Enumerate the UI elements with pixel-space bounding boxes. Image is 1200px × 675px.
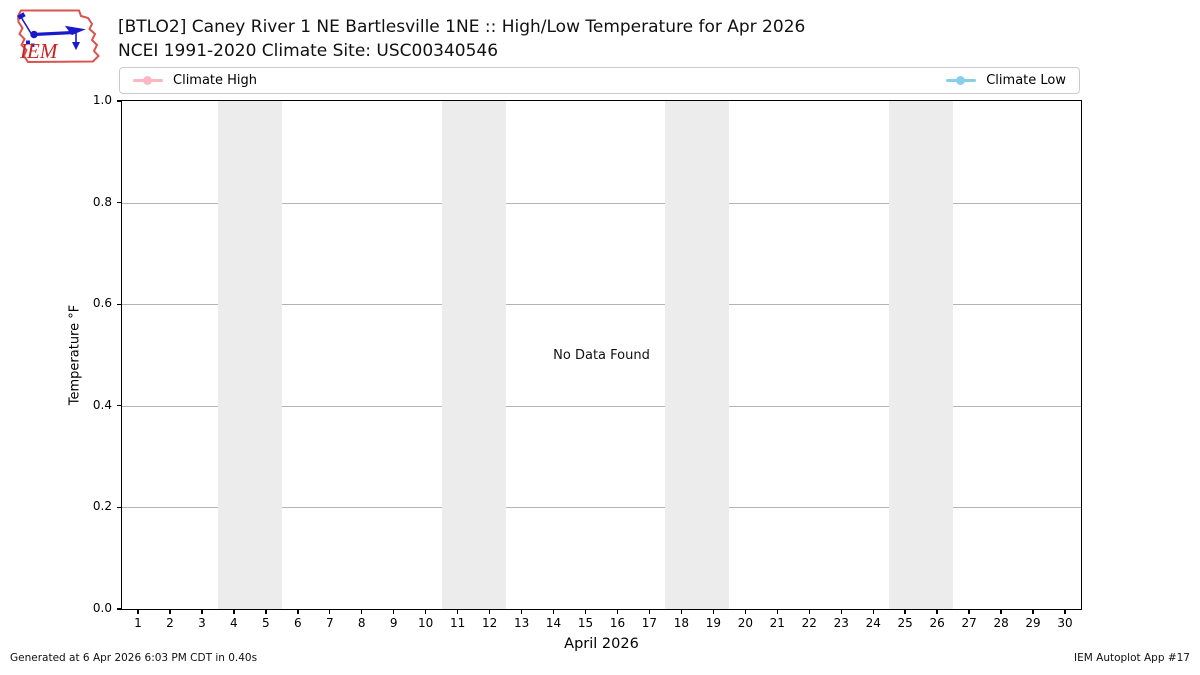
y-tick-label: 0.0 — [92, 601, 112, 615]
x-tick-label: 8 — [357, 616, 366, 630]
x-tick-label: 18 — [673, 616, 690, 630]
no-data-message: No Data Found — [553, 347, 650, 363]
x-tick-mark — [648, 609, 651, 614]
y-tick-mark — [117, 303, 122, 305]
x-tick-mark — [808, 609, 810, 614]
iowa-outline-icon — [16, 9, 100, 64]
x-tick-label: 24 — [865, 616, 881, 630]
x-tick-label: 7 — [325, 616, 334, 630]
legend-entry-climate-low: Climate Low — [946, 73, 1066, 88]
x-tick-mark — [265, 609, 267, 614]
x-tick-mark — [488, 609, 491, 614]
chart-title-block: [BTLO2] Caney River 1 NE Bartlesville 1N… — [118, 15, 805, 63]
legend-label-climate-high: Climate High — [173, 73, 258, 88]
legend-label-climate-low: Climate Low — [986, 73, 1066, 88]
y-tick-mark — [117, 506, 122, 509]
legend: Climate High Climate Low — [119, 67, 1080, 94]
x-tick-mark — [616, 609, 619, 614]
iem-logo: IEM — [16, 9, 100, 64]
y-tick-label: 0.8 — [92, 194, 112, 209]
x-tick-mark — [520, 609, 523, 614]
x-tick-mark — [1064, 609, 1066, 614]
x-tick-mark — [137, 609, 139, 614]
climate-high-marker-icon — [133, 76, 163, 85]
x-tick-mark — [936, 609, 938, 614]
x-tick-mark — [680, 609, 683, 614]
x-tick-mark — [297, 609, 299, 614]
y-gridline — [122, 507, 1081, 509]
x-tick-mark — [904, 609, 906, 614]
x-tick-mark — [872, 609, 874, 614]
x-tick-label: 12 — [481, 616, 498, 630]
y-gridline — [122, 202, 1081, 204]
x-axis-label: April 2026 — [564, 636, 639, 652]
x-tick-label: 29 — [1025, 616, 1041, 630]
y-tick-mark — [117, 608, 122, 610]
x-tick-mark — [968, 609, 970, 614]
x-tick-mark — [1000, 609, 1002, 614]
x-tick-label: 6 — [293, 616, 302, 630]
x-tick-label: 14 — [545, 616, 562, 630]
y-tick-mark — [117, 201, 122, 204]
y-tick-mark — [117, 100, 122, 102]
x-tick-mark — [233, 609, 235, 614]
y-tick-mark — [117, 405, 122, 407]
x-tick-label: 30 — [1057, 616, 1073, 630]
generated-at-text: Generated at 6 Apr 2026 6:03 PM CDT in 0… — [10, 652, 258, 664]
x-tick-label: 16 — [609, 616, 626, 630]
x-tick-label: 15 — [577, 616, 594, 630]
chart-title: [BTLO2] Caney River 1 NE Bartlesville 1N… — [118, 17, 806, 37]
y-tick-label: 0.4 — [92, 397, 112, 412]
x-tick-label: 13 — [513, 616, 530, 630]
x-tick-label: 22 — [801, 616, 817, 630]
x-tick-mark — [361, 609, 363, 614]
x-tick-label: 21 — [769, 616, 785, 630]
x-tick-label: 17 — [641, 616, 658, 630]
x-tick-mark — [840, 609, 842, 614]
x-tick-label: 25 — [897, 616, 913, 630]
x-tick-label: 23 — [833, 616, 849, 630]
x-tick-mark — [424, 609, 427, 614]
x-tick-mark — [329, 609, 331, 614]
x-tick-mark — [584, 609, 587, 614]
x-tick-label: 10 — [418, 616, 434, 630]
weather-vane-icon — [17, 12, 86, 51]
y-gridline — [122, 304, 1081, 306]
legend-entry-climate-high: Climate High — [133, 73, 257, 88]
x-tick-label: 19 — [705, 616, 722, 630]
x-tick-mark — [712, 609, 715, 614]
y-gridline — [122, 405, 1081, 407]
chart-subtitle: NCEI 1991-2020 Climate Site: USC00340546 — [118, 41, 499, 61]
x-tick-label: 28 — [993, 616, 1009, 630]
x-tick-label: 3 — [198, 616, 206, 630]
x-tick-label: 9 — [389, 616, 398, 630]
x-tick-label: 26 — [929, 616, 945, 630]
x-tick-mark — [744, 609, 747, 614]
x-tick-label: 2 — [166, 616, 174, 630]
x-tick-mark — [1032, 609, 1034, 614]
x-tick-label: 27 — [961, 616, 977, 630]
climate-low-marker-icon — [946, 76, 977, 85]
app-credit-text: IEM Autoplot App #17 — [1074, 652, 1190, 664]
x-tick-mark — [552, 609, 555, 614]
y-axis-label: Temperature °F — [67, 304, 83, 406]
y-tick-label: 0.2 — [92, 499, 112, 514]
plot-area: 30 29 28 27 26 25 24 23 22 21 20 19 18 17 16 15 14 13 12 11… — [68, 93, 1082, 652]
x-tick-label: 1 — [134, 616, 142, 630]
x-tick-mark — [776, 609, 778, 614]
x-tick-mark — [169, 609, 171, 614]
x-tick-mark — [201, 609, 203, 614]
x-tick-label: 5 — [262, 616, 270, 630]
x-tick-mark — [393, 609, 395, 614]
y-tick-label: 0.6 — [92, 296, 112, 311]
x-tick-mark — [456, 609, 459, 614]
x-tick-label: 4 — [230, 616, 238, 630]
y-tick-label: 1.0 — [92, 93, 112, 107]
iem-logo-text: IEM — [19, 39, 59, 63]
x-tick-label: 20 — [737, 616, 753, 630]
x-tick-label: 11 — [450, 616, 466, 630]
